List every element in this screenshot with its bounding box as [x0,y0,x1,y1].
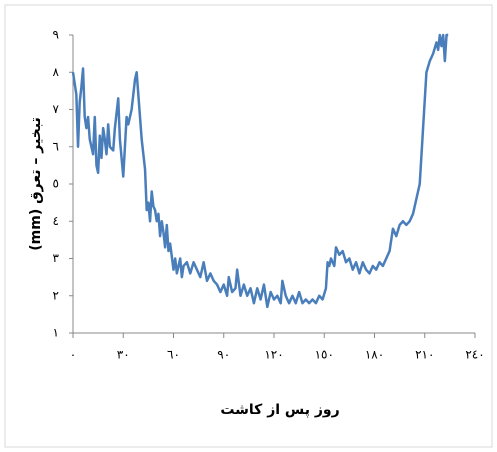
y-axis-label: تبخیر – تعرق (mm) [28,117,44,250]
x-tick-label: ٠ [70,348,76,362]
x-tick-label: ١٢٠ [264,348,283,362]
data-line [71,33,449,309]
x-tick-label: ٢٤٠ [465,348,484,362]
y-tick-label: ٣ [53,251,60,265]
x-tick-label: ٦٠ [167,348,180,362]
y-tick-label: ٢ [53,288,59,302]
x-tick-label: ٢١٠ [415,348,434,362]
x-axis-label: روز پس از کاشت [220,402,339,418]
x-tick-label: ١٥٠ [315,348,334,362]
chart-border [4,4,493,448]
y-tick-label: ٥ [53,177,59,191]
y-tick-label: ٤ [53,214,59,228]
y-tick-label: ٦ [53,139,59,153]
y-tick-label: ١ [53,326,59,340]
y-tick-label: ٨ [53,65,60,79]
x-tick-label: ١٨٠ [365,348,384,362]
y-tick-label: ٩ [53,28,59,42]
y-tick-label: ٧ [53,102,60,116]
x-tick-label: ٩٠ [217,348,230,362]
x-tick-label: ٣٠ [117,348,130,362]
